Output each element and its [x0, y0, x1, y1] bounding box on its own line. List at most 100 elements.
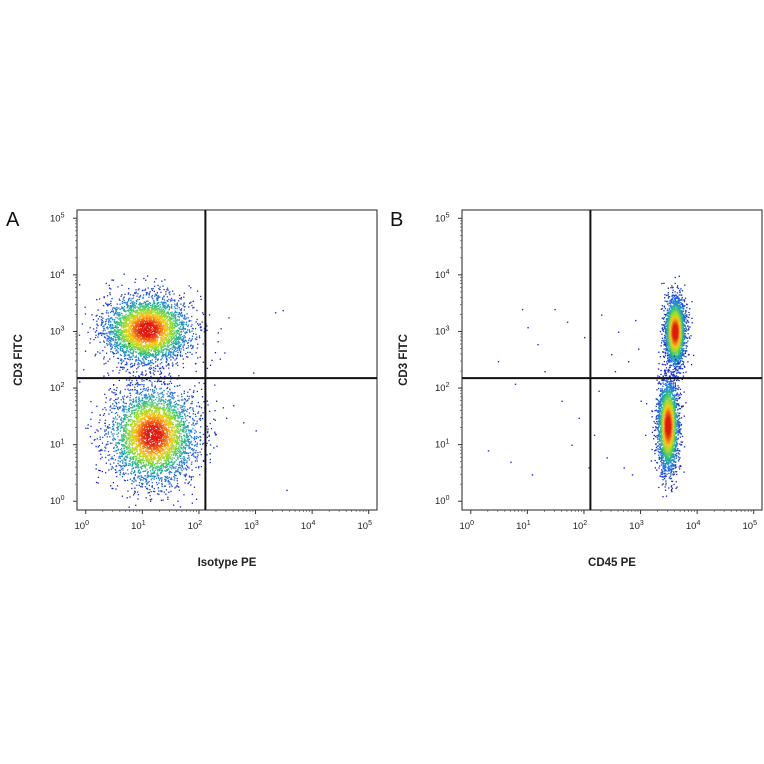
event-point	[116, 398, 118, 401]
event-point	[124, 311, 127, 313]
event-point	[106, 327, 108, 329]
event-point	[196, 390, 198, 393]
event-point	[123, 451, 125, 453]
event-point	[109, 311, 112, 313]
event-point	[131, 332, 134, 335]
event-point	[167, 364, 169, 366]
event-point	[209, 461, 211, 464]
event-point	[163, 315, 165, 317]
event-point	[161, 333, 163, 335]
event-point	[157, 303, 159, 305]
event-point	[104, 346, 106, 348]
event-point	[112, 421, 114, 423]
event-point	[98, 332, 100, 334]
event-point	[132, 321, 134, 324]
event-point	[181, 338, 183, 340]
event-point	[168, 470, 171, 472]
event-point	[161, 338, 164, 340]
event-point	[141, 348, 143, 350]
event-point	[210, 428, 213, 430]
event-point	[174, 315, 176, 318]
event-point	[155, 336, 157, 339]
event-point	[115, 450, 117, 452]
event-point	[174, 409, 176, 411]
event-point	[162, 367, 164, 369]
event-point	[160, 348, 162, 351]
event-point	[190, 477, 193, 479]
event-point	[173, 332, 176, 335]
event-point	[145, 363, 147, 366]
event-point	[113, 433, 115, 435]
event-point	[128, 328, 130, 330]
event-point	[104, 323, 106, 326]
event-point	[189, 447, 192, 449]
event-point	[151, 486, 153, 488]
event-point	[111, 411, 113, 413]
event-point	[162, 346, 164, 348]
event-point	[113, 314, 115, 316]
event-point	[183, 302, 185, 304]
event-point	[149, 343, 151, 345]
event-point	[191, 444, 193, 446]
event-point	[181, 406, 183, 409]
event-point	[116, 308, 118, 310]
event-point	[157, 319, 159, 321]
event-point	[164, 327, 166, 330]
event-point	[107, 327, 109, 329]
event-point	[120, 329, 123, 332]
event-point	[136, 347, 138, 349]
event-point	[109, 320, 112, 322]
event-point	[133, 340, 135, 342]
event-point	[118, 315, 120, 317]
event-point	[164, 307, 166, 309]
event-point	[131, 306, 133, 308]
event-point	[216, 445, 218, 447]
event-point	[167, 346, 169, 348]
event-point	[157, 295, 160, 297]
event-point	[135, 309, 137, 312]
event-point	[194, 327, 197, 330]
event-point	[146, 303, 149, 305]
event-point	[176, 342, 178, 344]
event-point	[114, 332, 117, 335]
event-point	[122, 461, 124, 463]
event-point	[180, 324, 182, 326]
event-point	[174, 303, 176, 305]
event-point	[199, 417, 201, 420]
event-point	[190, 287, 192, 289]
event-point	[153, 314, 155, 316]
event-point	[121, 302, 123, 305]
event-point	[220, 328, 222, 330]
event-point	[150, 345, 152, 347]
event-point	[174, 338, 176, 340]
event-point	[145, 398, 147, 400]
event-point	[129, 392, 131, 395]
event-point	[109, 442, 111, 444]
event-point	[177, 315, 179, 317]
event-point	[178, 375, 180, 377]
event-point	[130, 317, 132, 319]
event-point	[131, 328, 134, 331]
event-point	[134, 405, 136, 408]
event-point	[151, 289, 154, 291]
event-point	[115, 352, 118, 354]
event-point	[124, 325, 126, 327]
event-point	[126, 347, 128, 350]
event-point	[110, 351, 112, 353]
event-point	[155, 365, 157, 367]
event-point	[141, 345, 143, 347]
event-point	[173, 324, 176, 326]
event-point	[136, 484, 138, 486]
event-point	[144, 323, 147, 325]
event-point	[162, 302, 164, 304]
event-point	[166, 355, 169, 357]
event-point	[119, 392, 122, 394]
event-point	[144, 333, 147, 335]
event-point	[192, 307, 194, 309]
event-point	[147, 476, 150, 478]
event-point	[174, 326, 176, 328]
event-point	[155, 332, 157, 334]
event-point	[131, 318, 133, 320]
event-point	[140, 478, 142, 481]
event-point	[124, 320, 126, 322]
